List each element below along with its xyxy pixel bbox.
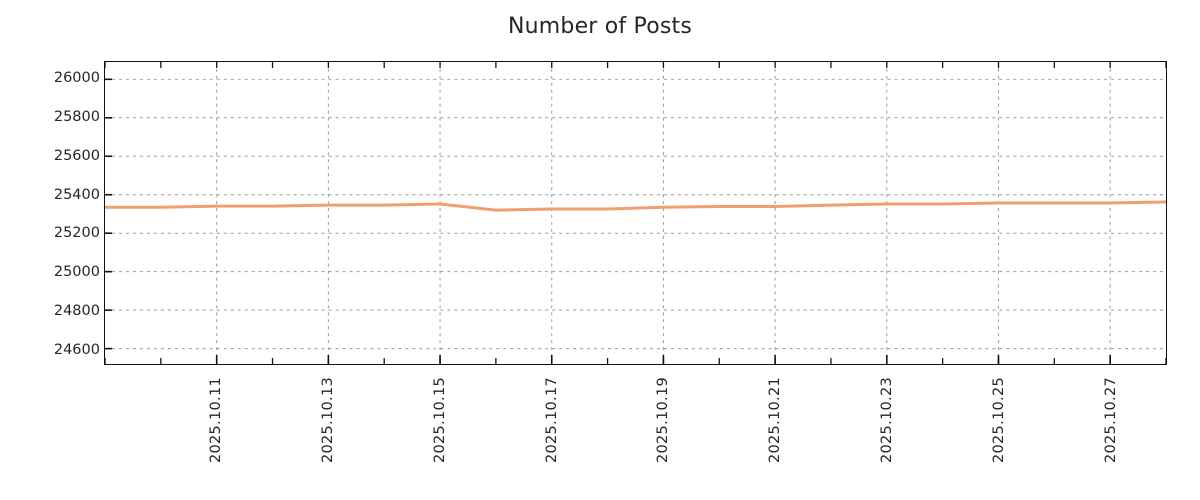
x-tick-label: 2025.10.11 <box>207 377 224 464</box>
x-tick-label: 2025.10.13 <box>319 377 336 464</box>
chart-title: Number of Posts <box>507 14 693 39</box>
x-tick-label: 2025.10.21 <box>767 377 784 464</box>
x-tick-label: 2025.10.19 <box>655 377 672 464</box>
x-tick-label: 2025.10.15 <box>431 377 448 464</box>
series-line-number-of-posts <box>105 62 1166 364</box>
y-tick-label: 25400 <box>53 186 100 203</box>
y-tick-label: 25200 <box>53 225 100 242</box>
x-tick-label: 2025.10.17 <box>543 377 560 464</box>
gridlines <box>105 62 1166 364</box>
y-tick-label: 24800 <box>53 302 100 319</box>
x-tick-label: 2025.10.23 <box>879 377 896 464</box>
y-tick-label: 24600 <box>53 341 100 358</box>
x-tick-label: 2025.10.27 <box>1103 377 1120 464</box>
plot-area <box>104 61 1167 365</box>
series-line <box>105 202 1166 210</box>
y-tick-label: 25800 <box>53 109 100 126</box>
axis-ticks <box>104 62 1167 364</box>
y-tick-label: 26000 <box>53 70 100 87</box>
x-tick-label: 2025.10.25 <box>991 377 1008 464</box>
y-tick-label: 25600 <box>53 147 100 164</box>
y-tick-label: 25000 <box>53 264 100 281</box>
